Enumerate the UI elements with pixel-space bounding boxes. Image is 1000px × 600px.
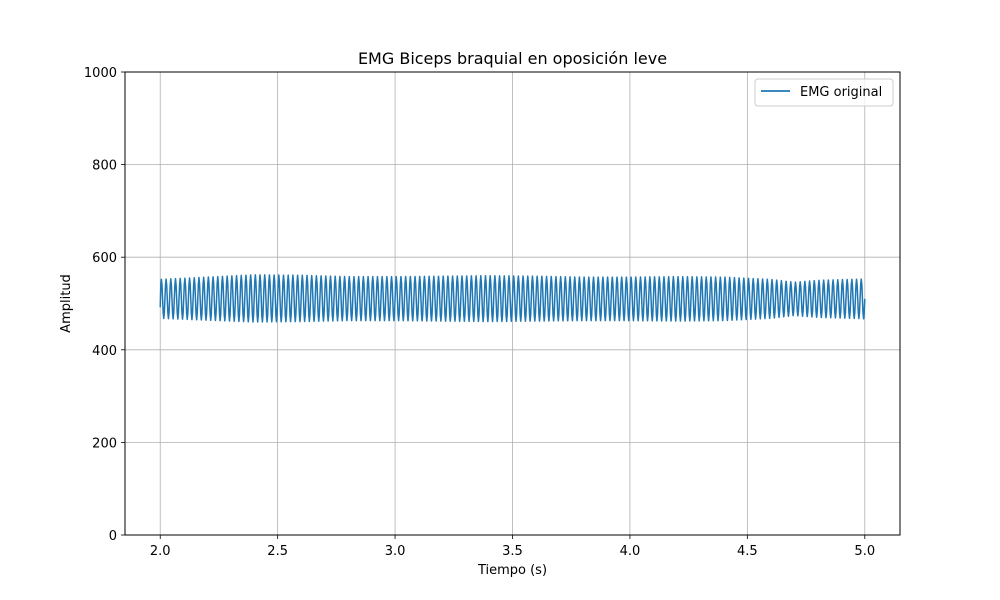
- x-tick-label: 2.0: [150, 544, 171, 559]
- legend: EMG original: [754, 78, 894, 107]
- y-tick-label: 600: [92, 251, 117, 266]
- x-tick-label: 4.5: [737, 544, 758, 559]
- y-axis-label: Amplitud: [59, 274, 74, 333]
- legend-label: EMG original: [800, 85, 882, 100]
- y-tick-label: 200: [92, 436, 117, 451]
- series-line-emg-original: [159, 274, 866, 323]
- y-tick-label: 800: [92, 159, 117, 174]
- x-tick-label: 3.0: [385, 544, 406, 559]
- x-axis-label: Tiempo (s): [477, 563, 547, 578]
- y-tick-label: 0: [109, 529, 117, 544]
- x-tick-label: 5.0: [854, 544, 875, 559]
- y-tick-label: 1000: [84, 66, 117, 81]
- y-tick-label: 400: [92, 344, 117, 359]
- chart-title: EMG Biceps braquial en oposición leve: [358, 49, 667, 68]
- series-layer: [159, 274, 866, 323]
- x-axis: 2.0 2.5 3.0 3.5 4.0 4.5 5.0: [150, 535, 875, 559]
- legend-box: [754, 78, 894, 107]
- x-tick-label: 3.5: [502, 544, 523, 559]
- x-tick-label: 2.5: [267, 544, 288, 559]
- y-axis: 0 200 400 600 800 1000: [84, 66, 125, 544]
- x-tick-label: 4.0: [620, 544, 641, 559]
